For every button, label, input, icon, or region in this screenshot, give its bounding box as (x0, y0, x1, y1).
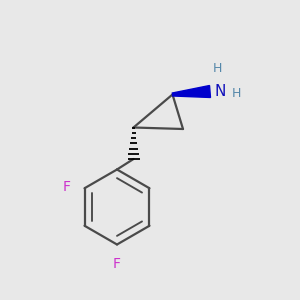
Text: N: N (214, 84, 226, 99)
Text: H: H (213, 62, 222, 75)
Text: H: H (232, 87, 241, 101)
Text: F: F (63, 180, 71, 194)
Text: F: F (113, 256, 121, 271)
Polygon shape (172, 85, 211, 98)
